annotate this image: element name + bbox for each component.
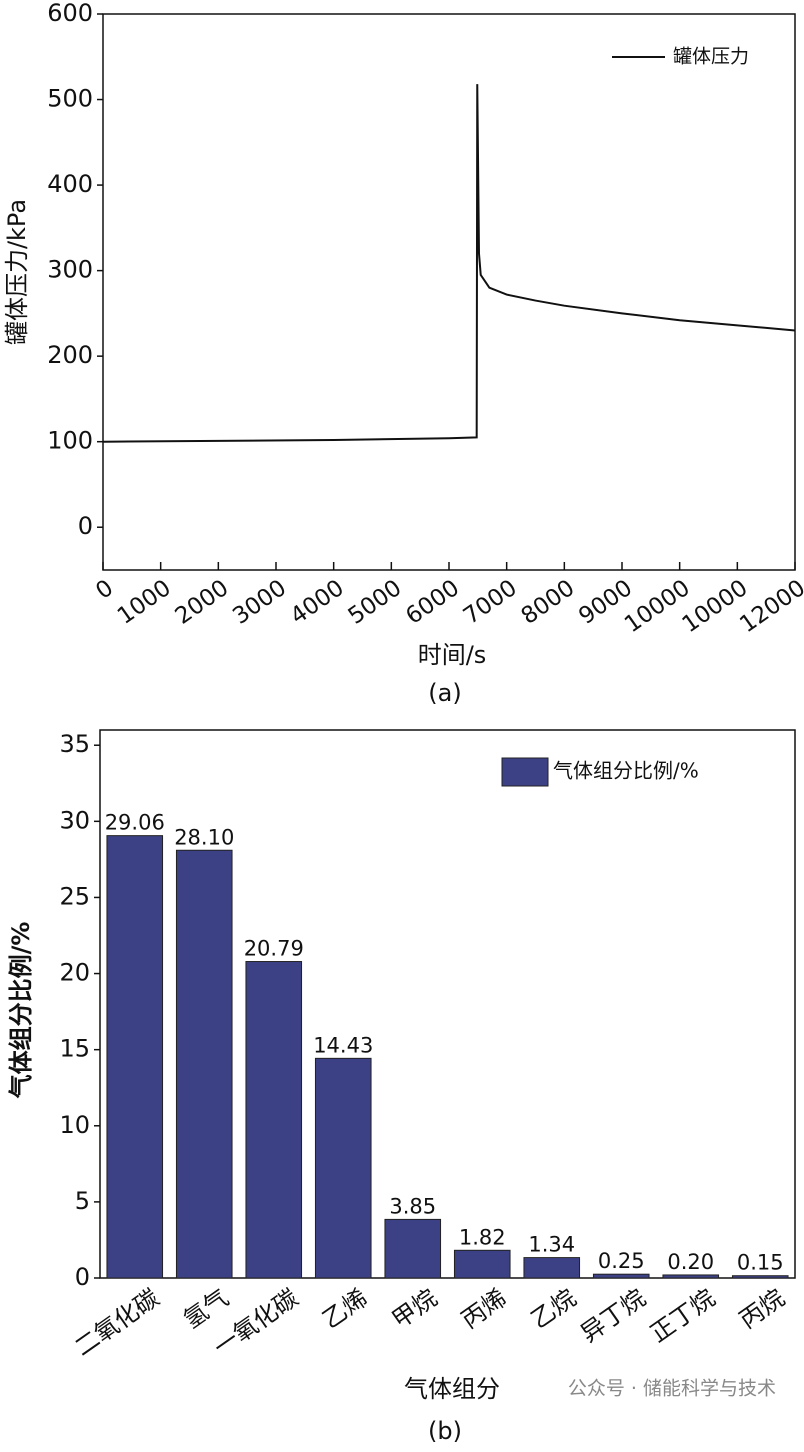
x-tick-label: 甲烷 <box>387 1284 442 1334</box>
value-label: 0.25 <box>598 1249 645 1273</box>
bar <box>453 1249 511 1279</box>
value-label: 1.82 <box>459 1225 506 1249</box>
x-tick-label: 6000 <box>401 575 464 630</box>
y-tick-label: 15 <box>59 1035 90 1063</box>
y-axis-title: 气体组分比例/% <box>7 922 35 1100</box>
value-label: 0.20 <box>667 1250 714 1274</box>
value-label: 14.43 <box>313 1033 373 1057</box>
x-tick-label: 5000 <box>344 575 407 630</box>
x-tick-label: 乙烯 <box>317 1284 372 1334</box>
y-tick-label: 10 <box>59 1111 90 1139</box>
legend-swatch <box>501 757 549 787</box>
y-tick-label: 5 <box>75 1187 90 1215</box>
y-tick-label: 0 <box>75 1263 90 1291</box>
caption: (b) <box>428 1417 462 1445</box>
caption: (a) <box>428 679 461 707</box>
bar <box>245 961 303 1279</box>
bar <box>314 1057 372 1279</box>
x-tick-label: 10000 <box>678 575 753 638</box>
x-tick-label: 1000 <box>113 575 176 630</box>
bar <box>523 1257 581 1279</box>
x-tick-label: 2000 <box>171 575 234 630</box>
y-axis-title: 罐体压力/kPa <box>3 199 31 345</box>
y-tick-label: 35 <box>59 730 90 758</box>
line <box>102 84 796 443</box>
x-tick-label: 丙烷 <box>734 1284 789 1334</box>
y-tick-label: 200 <box>47 341 93 369</box>
y-tick-label: 100 <box>47 427 93 455</box>
x-tick-label: 10000 <box>620 575 695 638</box>
y-tick-label: 0 <box>78 512 93 540</box>
value-label: 0.15 <box>737 1251 784 1275</box>
x-tick-label: 0 <box>91 575 118 605</box>
value-label: 29.06 <box>105 811 165 835</box>
x-tick-label: 3000 <box>228 575 291 630</box>
plot-frame <box>102 13 796 571</box>
x-tick-label: 异丁烷 <box>576 1284 651 1348</box>
bar <box>592 1273 650 1279</box>
bar <box>106 835 164 1279</box>
bar <box>384 1218 442 1279</box>
x-tick-label: 二氧化碳 <box>70 1284 165 1362</box>
bar <box>731 1275 789 1279</box>
y-tick-label: 600 <box>47 0 93 27</box>
x-axis-title: 时间/s <box>418 641 487 669</box>
bar <box>662 1274 720 1279</box>
y-tick-label: 20 <box>59 959 90 987</box>
legend-label: 气体组分比例/% <box>553 759 699 783</box>
y-tick-label: 400 <box>47 170 93 198</box>
x-tick-label: 正丁烷 <box>645 1284 720 1348</box>
y-tick-label: 300 <box>47 256 93 284</box>
value-label: 20.79 <box>244 937 304 961</box>
x-tick-label: 12000 <box>735 575 804 638</box>
x-tick-label: 乙烷 <box>526 1284 581 1334</box>
x-tick-label: 8000 <box>517 575 580 630</box>
value-label: 28.10 <box>174 825 234 849</box>
value-label: 1.34 <box>528 1233 575 1257</box>
x-tick-label: 丙烯 <box>456 1284 511 1334</box>
x-axis-title: 气体组分 <box>404 1375 500 1403</box>
plot-frame <box>99 729 796 1279</box>
y-tick-label: 25 <box>59 882 90 910</box>
value-label: 3.85 <box>389 1194 436 1218</box>
y-tick-label: 30 <box>59 806 90 834</box>
x-tick-label: 4000 <box>286 575 349 630</box>
watermark: 公众号 · 储能科学与技术 <box>568 1378 776 1400</box>
legend-label: 罐体压力 <box>673 46 749 68</box>
bar <box>175 849 233 1279</box>
y-tick-label: 500 <box>47 85 93 113</box>
x-tick-label: 7000 <box>459 575 522 630</box>
